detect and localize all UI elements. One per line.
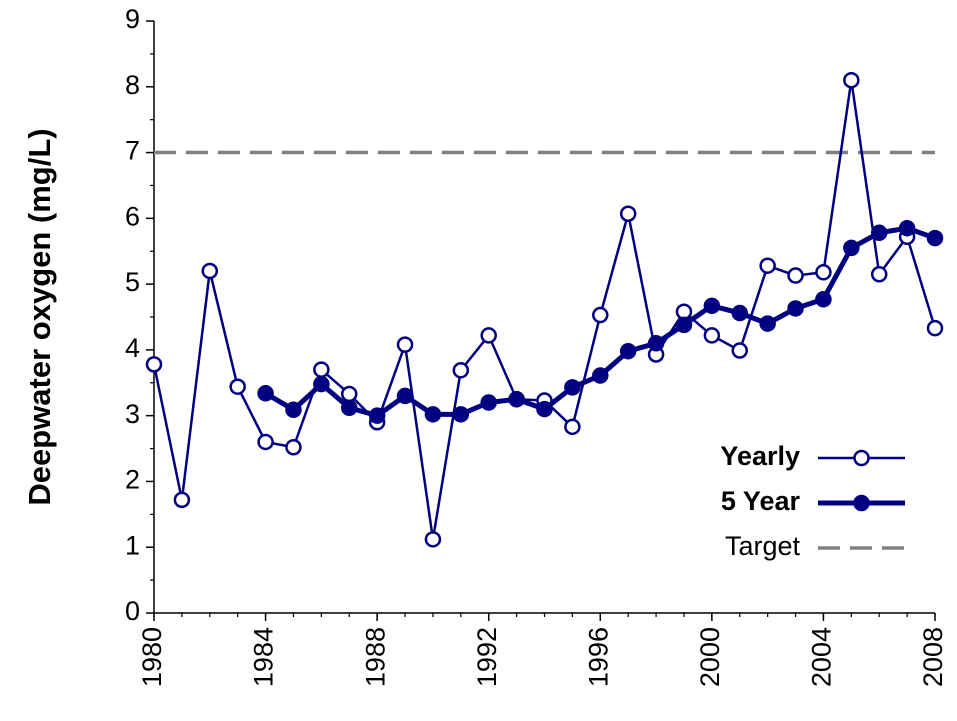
series-line (152, 80, 937, 540)
data-point (592, 306, 609, 324)
y-tick-label: 2 (125, 465, 140, 495)
y-tick-label: 0 (125, 596, 140, 626)
data-point (257, 433, 274, 451)
data-point (229, 378, 246, 395)
data-point (870, 265, 888, 283)
data-point (759, 257, 776, 274)
data-point (926, 319, 944, 337)
data-point (564, 418, 581, 436)
data-point (759, 315, 776, 332)
data-point (564, 379, 581, 396)
data-point (257, 385, 274, 402)
x-tick-label: 1980 (137, 627, 167, 687)
data-point (536, 400, 553, 418)
legend-marker (853, 449, 870, 467)
legend-marker (853, 494, 870, 512)
data-point (285, 401, 302, 418)
data-point (396, 387, 414, 405)
data-point (619, 205, 637, 222)
data-point (703, 327, 721, 344)
x-tick-label: 2008 (918, 627, 948, 687)
data-point (145, 356, 163, 373)
data-point (508, 390, 525, 408)
x-tick-label: 1988 (360, 627, 390, 687)
data-point (424, 406, 442, 423)
data-point (619, 342, 637, 360)
x-tick-label: 1984 (249, 627, 279, 687)
data-point (313, 361, 330, 378)
legend-label: 5 Year (721, 486, 801, 516)
data-point (285, 438, 302, 456)
y-tick-label: 1 (125, 530, 140, 560)
data-point (424, 531, 442, 548)
data-point (703, 297, 721, 315)
data-point (675, 303, 693, 320)
y-tick-label: 7 (125, 136, 140, 166)
legend-label: Target (725, 531, 801, 561)
data-point (870, 224, 888, 242)
data-point (898, 219, 916, 237)
data-point (313, 375, 330, 393)
data-point (647, 335, 665, 352)
x-tick-label: 1996 (583, 627, 613, 687)
y-tick-label: 4 (125, 333, 140, 363)
y-axis-label: Deepwater oxygen (mg/L) (22, 128, 57, 505)
data-point (341, 399, 358, 417)
x-tick-label: 1992 (472, 627, 502, 687)
x-tick-label: 2004 (807, 627, 837, 687)
y-tick-label: 6 (125, 201, 140, 231)
data-point (480, 394, 497, 411)
data-point (201, 262, 219, 280)
data-point (926, 229, 944, 247)
legend-label: Yearly (720, 441, 800, 471)
data-point (396, 336, 414, 353)
data-point (731, 304, 748, 322)
data-point (843, 71, 860, 89)
data-point (592, 367, 609, 384)
data-point (787, 300, 804, 317)
data-point (787, 267, 804, 284)
y-tick-label: 5 (125, 267, 140, 297)
y-tick-label: 3 (125, 399, 140, 429)
data-point (452, 406, 470, 423)
data-point (341, 385, 358, 403)
data-point (480, 327, 497, 344)
data-point (731, 342, 748, 359)
y-tick-label: 9 (125, 4, 140, 34)
data-point (173, 491, 191, 509)
x-tick-label: 2000 (695, 627, 725, 687)
y-tick-label: 8 (125, 70, 140, 100)
data-point (815, 264, 832, 281)
data-point (452, 362, 470, 379)
data-point (675, 316, 693, 334)
data-point (368, 407, 386, 424)
data-point (815, 290, 832, 308)
data-point (843, 239, 860, 257)
